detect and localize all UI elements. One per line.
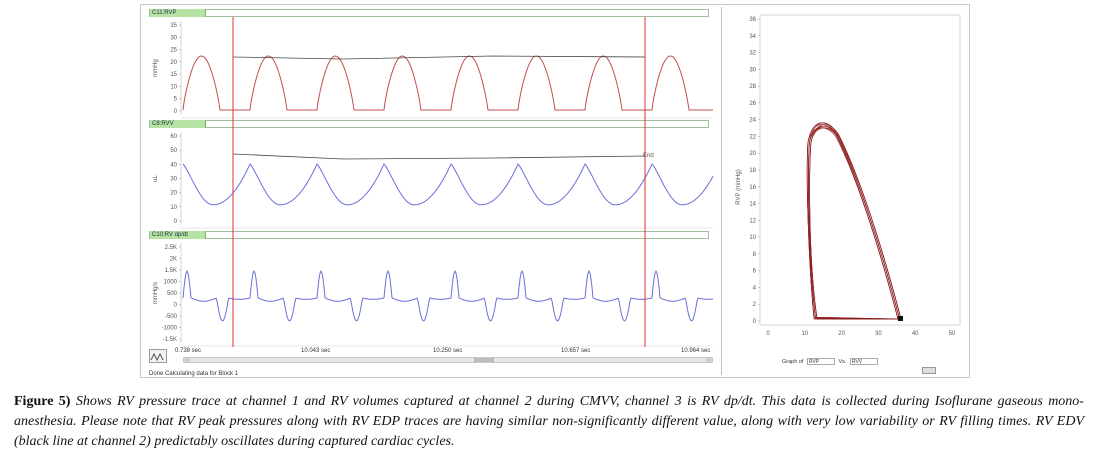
y-tick-label: -1.5K (163, 337, 177, 343)
loop-x-tick-label: 20 (838, 331, 845, 337)
window-frame: C11:RVP C8:RVV C10:RV dp/dt 35 30 25 20 15 10… (140, 4, 970, 378)
y-tick-label: 15 (170, 72, 177, 78)
loop-y-tick-label: 14 (749, 202, 756, 208)
caption-text: Shows RV pressure trace at channel 1 and… (14, 394, 1084, 449)
y-tick-label: 25 (170, 48, 177, 54)
time-label-5: 10.964 sec (681, 348, 711, 354)
loop-x-tick-label: 40 (912, 331, 919, 337)
loop-y-tick-label: 36 (749, 17, 756, 23)
time-label-3: 10.250 sec (433, 348, 463, 354)
labchart-window: C11:RVP C8:RVV C10:RV dp/dt 35 30 25 20 15 10… (140, 4, 970, 378)
loop-y-tick-label: 4 (753, 285, 757, 291)
scroll-left-button[interactable] (184, 358, 190, 362)
waveform-tool-icon[interactable] (149, 349, 167, 363)
scroll-thumb[interactable] (474, 358, 494, 362)
caption-label: Figure 5) (14, 394, 71, 409)
channel-unit-label: mmHg/s (153, 282, 159, 304)
loop-x-tick-label: 0 (766, 331, 770, 337)
peak-pressure-line (232, 55, 646, 60)
y-tick-label: 10 (170, 205, 177, 211)
chart-view: C11:RVP C8:RVV C10:RV dp/dt 35 30 25 20 15 10… (143, 7, 718, 377)
y-tick-label: 0 (174, 219, 178, 225)
channel-1-label[interactable]: C11:RVP (150, 9, 206, 17)
loop-y-tick-label: 26 (749, 101, 756, 107)
channel-3-label[interactable]: C10:RV dp/dt (150, 231, 206, 239)
channel-unit-label: uL (153, 175, 159, 182)
y-tick-label: 20 (170, 191, 177, 197)
vs-label: Vs. (838, 358, 847, 365)
channel-2-header[interactable]: C8:RVV (149, 120, 709, 128)
y-tick-label: 500 (167, 291, 178, 297)
rvp-trace (182, 55, 713, 111)
y-tick-label: 30 (170, 177, 177, 183)
y-tick-label: 20 (170, 60, 177, 66)
loop-y-tick-label: 16 (749, 185, 756, 191)
y-tick-label: 10 (170, 84, 177, 90)
channel-2-label[interactable]: C8:RVV (150, 120, 206, 128)
loop-x-tick-label: 30 (875, 331, 882, 337)
y-tick-label: 35 (170, 23, 177, 29)
y-tick-label: -1000 (162, 326, 178, 332)
loop-y-tick-label: 2 (753, 302, 757, 308)
loop-y-tick-label: 22 (749, 134, 756, 140)
rvv-trace (182, 163, 714, 206)
loop-options-button[interactable] (922, 367, 936, 374)
time-label-2: 10.043 sec (301, 348, 331, 354)
loop-x-tick-label: 10 (801, 331, 808, 337)
vs-select[interactable]: RVV (849, 358, 878, 365)
channel-unit-label: mmHg (153, 59, 159, 77)
graph-of-label: Graph of (782, 358, 804, 365)
y-tick-label: 1.5K (165, 268, 177, 274)
loop-y-tick-label: 0 (753, 319, 757, 325)
y-tick-label: -500 (165, 314, 178, 320)
trace-area[interactable]: 35302520151050mmHg6050403020100uL2.5K2K1… (143, 7, 718, 347)
y-tick-label: 40 (170, 162, 177, 168)
status-bar-text: Done Calculating data for Block 1 (149, 371, 239, 377)
loop-x-tick-label: 50 (949, 331, 956, 337)
loop-y-tick-label: 18 (749, 168, 756, 174)
y-tick-label: 0 (174, 303, 178, 309)
y-tick-label: 5 (174, 97, 178, 103)
loop-y-tick-label: 6 (753, 269, 757, 275)
dpdt-trace (182, 269, 714, 322)
loop-y-tick-label: 34 (749, 34, 756, 40)
loop-y-tick-label: 28 (749, 84, 756, 90)
loop-y-tick-label: 8 (753, 252, 757, 258)
y-tick-label: 0 (174, 109, 178, 115)
loop-y-tick-label: 32 (749, 51, 756, 57)
edv-end-marker: End (643, 153, 654, 159)
xy-loop-view: 36 34 32 30 28 26 24 22 20 18 16 14 12 10 8 6 4 2 0 0 10 20 30… (721, 7, 968, 375)
loop-ylabel: RVP (mmHg) (736, 169, 742, 204)
loop-y-tick-label: 30 (749, 67, 756, 73)
y-tick-label: 50 (170, 148, 177, 154)
scroll-right-button[interactable] (706, 358, 712, 362)
y-tick-label: 30 (170, 35, 177, 41)
edv-line (232, 153, 646, 160)
y-tick-label: 60 (170, 134, 177, 140)
time-label-1: 0.738 sec (175, 348, 202, 354)
y-tick-label: 2.5K (165, 245, 177, 251)
y-tick-label: 2K (170, 257, 177, 263)
loop-y-tick-label: 10 (749, 235, 756, 241)
channel-1-header[interactable]: C11:RVP (149, 9, 709, 17)
loop-cursor-marker (898, 316, 903, 321)
loop-y-tick-label: 20 (749, 151, 756, 157)
graph-controls: Graph of RVP Vs. RVV (782, 358, 880, 365)
pv-loops (806, 122, 903, 321)
graph-of-select[interactable]: RVP (806, 358, 835, 365)
loop-y-tick-label: 12 (749, 218, 756, 224)
y-tick-label: 1000 (164, 280, 178, 286)
loop-y-tick-label: 24 (749, 118, 756, 124)
time-label-4: 10.657 sec (561, 348, 591, 354)
time-scrollbar[interactable] (183, 357, 713, 363)
channel-3-header[interactable]: C10:RV dp/dt (149, 231, 709, 239)
figure-caption: Figure 5) Shows RV pressure trace at cha… (14, 392, 1084, 452)
